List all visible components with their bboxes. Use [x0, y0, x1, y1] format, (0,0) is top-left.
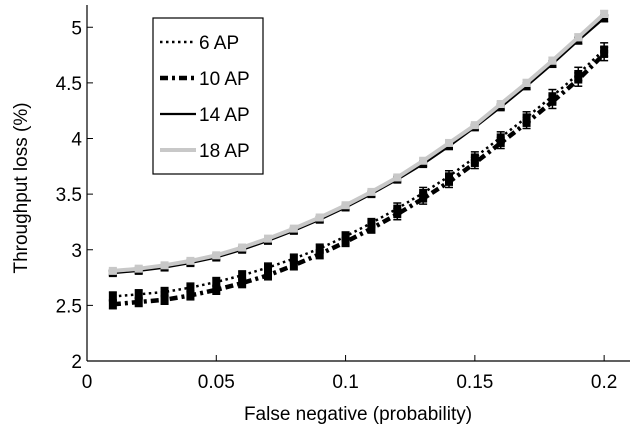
x-axis-label: False negative (probability) — [244, 404, 472, 425]
data-point — [496, 100, 505, 109]
series-18-ap — [108, 9, 609, 275]
series-10-ap — [108, 46, 609, 310]
data-point — [108, 266, 117, 275]
data-point — [108, 300, 117, 309]
x-tick-label: 0.15 — [456, 372, 493, 393]
y-tick-label: 4 — [71, 130, 82, 151]
data-point — [600, 9, 609, 18]
data-point — [186, 291, 195, 300]
data-point — [160, 288, 169, 297]
data-point — [212, 285, 221, 294]
data-point — [212, 251, 221, 260]
y-tick-label: 3.5 — [56, 185, 82, 206]
y-tick-label: 2.5 — [56, 296, 82, 317]
axes-layer — [86, 5, 630, 362]
data-point — [600, 49, 609, 58]
series-line — [112, 52, 606, 307]
legend-label: 18 AP — [199, 141, 250, 162]
data-point — [238, 271, 247, 280]
y-axis-label: Throughput loss (%) — [11, 102, 32, 273]
legend-label: 10 AP — [199, 69, 250, 90]
x-tick-label: 0.2 — [591, 372, 617, 393]
y-tick-label: 3 — [71, 241, 82, 262]
data-point — [108, 292, 117, 301]
legend-item-14-ap: 14 AP — [160, 105, 250, 126]
data-point — [315, 213, 324, 222]
data-point — [522, 118, 531, 127]
data-point — [186, 256, 195, 265]
data-point — [341, 237, 350, 246]
data-point — [160, 261, 169, 270]
data-point — [548, 97, 557, 106]
y-tick-label: 2 — [71, 352, 82, 373]
y-tick-label: 4.5 — [56, 74, 82, 95]
data-point — [212, 278, 221, 287]
legend-item-10-ap: 10 AP — [160, 69, 250, 90]
x-tick-label: 0.05 — [198, 372, 235, 393]
data-point — [264, 263, 272, 272]
data-point — [289, 261, 298, 270]
data-point — [574, 75, 583, 84]
data-point — [264, 234, 272, 243]
data-point — [419, 194, 428, 203]
data-point — [186, 283, 195, 292]
data-point — [393, 173, 402, 182]
x-tick-label: 0.1 — [332, 372, 358, 393]
data-point — [341, 232, 350, 241]
data-point — [264, 271, 272, 280]
data-point — [289, 224, 298, 233]
data-point — [419, 156, 428, 165]
series-line — [112, 12, 606, 273]
y-tick-label: 5 — [71, 18, 82, 39]
data-point — [134, 264, 143, 273]
data-point — [574, 33, 583, 42]
data-point — [315, 250, 324, 259]
x-tick-label: 0 — [82, 372, 93, 393]
data-point — [367, 224, 376, 233]
data-point — [367, 219, 376, 228]
data-point — [289, 254, 298, 263]
data-point — [238, 243, 247, 252]
data-point — [393, 210, 402, 219]
data-point — [445, 138, 453, 147]
data-point — [470, 158, 479, 167]
ticks-layer: 0 0.05 0.1 0.15 0.2 2 2.5 3 3.5 4 4.5 5 — [56, 18, 618, 393]
legend-label: 6 AP — [199, 33, 239, 54]
data-point — [600, 14, 609, 23]
data-point — [470, 121, 479, 130]
data-point — [315, 244, 324, 253]
data-point — [160, 295, 169, 304]
data-point — [548, 56, 557, 65]
data-point — [134, 290, 143, 299]
legend-item-18-ap: 18 AP — [160, 141, 250, 162]
data-point — [341, 201, 350, 210]
legend: 6 AP 10 AP 14 AP 18 AP — [152, 17, 264, 175]
data-point — [496, 138, 505, 147]
data-point — [367, 187, 376, 196]
data-point — [134, 298, 143, 307]
data-point — [238, 279, 247, 288]
series-layer — [108, 9, 609, 310]
legend-label: 14 AP — [199, 105, 250, 126]
data-point — [445, 177, 453, 186]
legend-item-6-ap: 6 AP — [160, 33, 239, 54]
data-point — [522, 78, 531, 87]
